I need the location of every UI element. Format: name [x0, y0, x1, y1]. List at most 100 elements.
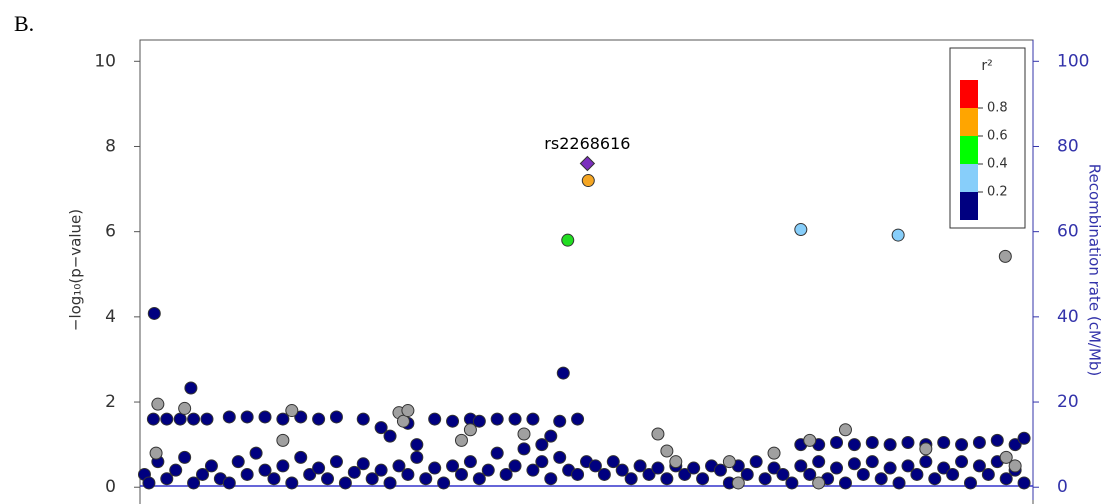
point: [731, 476, 745, 490]
point: [312, 412, 326, 426]
point: [1017, 476, 1031, 490]
point: [955, 438, 969, 452]
point: [919, 455, 933, 469]
point: [901, 436, 915, 449]
point: [410, 438, 424, 452]
y-tick-label: 8: [105, 136, 116, 156]
point: [571, 467, 585, 481]
point: [561, 233, 575, 247]
point: [749, 455, 763, 469]
point: [556, 366, 570, 380]
point: [526, 412, 540, 426]
point: [812, 455, 826, 469]
point: [767, 446, 781, 460]
y-tick-label: 4: [105, 307, 116, 327]
point: [428, 412, 442, 426]
point: [446, 459, 460, 473]
point: [490, 446, 504, 460]
point: [428, 461, 442, 475]
point: [856, 467, 870, 481]
point: [597, 467, 611, 481]
point: [830, 436, 844, 449]
point: [499, 467, 513, 481]
legend-swatch: [960, 192, 978, 220]
point: [776, 467, 790, 481]
point: [401, 404, 415, 418]
point: [508, 412, 522, 426]
point: [481, 463, 495, 477]
legend-title: r²: [981, 58, 992, 74]
point: [410, 450, 424, 464]
point: [365, 472, 379, 486]
point: [660, 444, 674, 458]
point: [517, 442, 531, 456]
point: [204, 459, 218, 473]
point: [187, 412, 201, 426]
point: [891, 228, 905, 242]
point: [981, 467, 995, 481]
point: [910, 467, 924, 481]
point: [463, 455, 477, 469]
point: [383, 429, 397, 443]
point: [374, 463, 388, 477]
point: [160, 412, 174, 426]
point: [356, 412, 370, 426]
point: [722, 455, 736, 469]
point: [240, 467, 254, 481]
point: [146, 412, 160, 426]
y2-tick-label: 20: [1057, 392, 1079, 412]
point: [1017, 431, 1031, 445]
point: [660, 472, 674, 486]
point: [955, 455, 969, 469]
y2-tick-label: 40: [1057, 307, 1079, 327]
point: [285, 404, 299, 418]
point: [838, 476, 852, 490]
point: [874, 472, 888, 486]
y-tick-label: 0: [105, 477, 116, 497]
point: [454, 433, 468, 447]
panel-label: B.: [14, 11, 34, 36]
point: [865, 455, 879, 469]
y2-axis-label: Recombination rate (cM/Mb): [1086, 164, 1104, 377]
point: [651, 461, 665, 475]
point: [454, 467, 468, 481]
point: [999, 472, 1013, 486]
point: [588, 459, 602, 473]
point: [196, 467, 210, 481]
legend-tick-label: 0.6: [987, 129, 1008, 144]
point: [267, 472, 281, 486]
point: [294, 410, 308, 424]
y2-tick-label: 80: [1057, 136, 1079, 156]
point: [535, 455, 549, 469]
point: [803, 433, 817, 447]
point: [553, 450, 567, 464]
point: [490, 412, 504, 426]
legend-swatch: [960, 164, 978, 192]
point: [258, 463, 272, 477]
point: [767, 461, 781, 475]
point: [990, 433, 1004, 447]
point: [526, 463, 540, 477]
point: [329, 455, 343, 469]
lead-point: [579, 155, 596, 172]
y2-tick-label: 60: [1057, 222, 1079, 242]
point: [463, 423, 477, 437]
point: [222, 410, 236, 424]
point: [312, 461, 326, 475]
point: [446, 414, 460, 428]
point: [329, 410, 343, 424]
point: [544, 472, 558, 486]
point: [200, 412, 214, 426]
y2-tick-label: 100: [1057, 51, 1089, 71]
point: [508, 459, 522, 473]
point: [437, 476, 451, 490]
point: [276, 412, 290, 426]
point: [571, 412, 585, 426]
y2-tick-label: 0: [1057, 477, 1068, 497]
point: [794, 223, 808, 237]
point: [812, 476, 826, 490]
point: [178, 401, 192, 415]
legend-tick-label: 0.8: [987, 101, 1008, 116]
point: [472, 472, 486, 486]
point: [615, 463, 629, 477]
